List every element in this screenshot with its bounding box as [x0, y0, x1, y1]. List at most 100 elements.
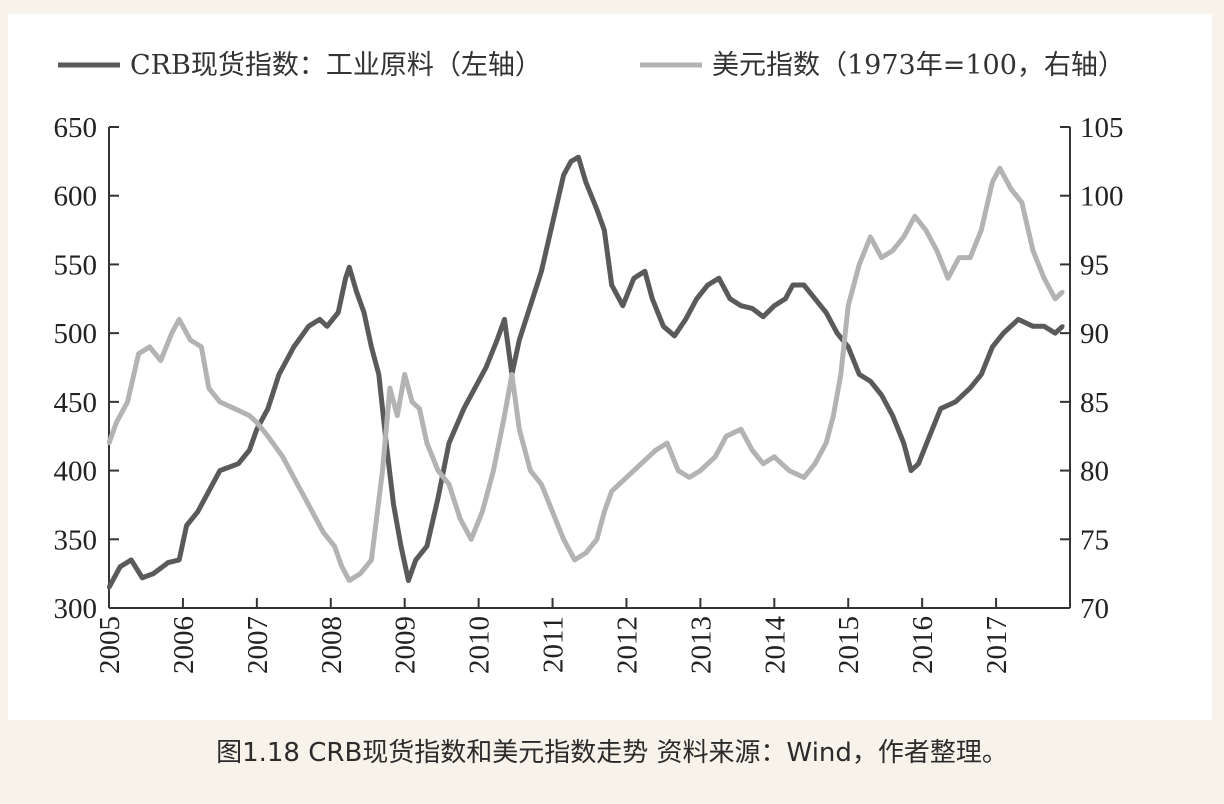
data-point-crb	[990, 344, 995, 349]
data-point-usd	[901, 234, 906, 239]
data-point-usd	[739, 427, 743, 432]
data-point-crb	[1060, 324, 1065, 329]
data-point-usd	[232, 406, 237, 411]
data-point-usd	[698, 468, 703, 473]
data-point-crb	[857, 372, 862, 377]
left-axis-ticks: 650 600 550 500 450 400 350 300	[54, 112, 119, 625]
data-point-crb	[835, 331, 840, 336]
left-tick-label: 400	[54, 456, 98, 488]
right-tick-label: 105	[1080, 112, 1124, 144]
data-point-usd	[624, 475, 629, 480]
data-point-usd	[402, 372, 407, 377]
data-point-crb	[927, 434, 932, 439]
data-point-usd	[1031, 248, 1035, 253]
data-point-crb	[761, 314, 766, 319]
data-point-crb	[461, 406, 466, 411]
data-point-crb	[846, 344, 851, 349]
series-line-usd	[106, 165, 1065, 583]
figure-panel: CRB现货指数：工业原料（左轴） 美元指数（1973年=100，右轴） 650 6…	[8, 14, 1212, 720]
data-point-usd	[787, 468, 792, 473]
right-axis-ticks: 105 100 95 90 85 80 75 70	[1060, 112, 1124, 625]
data-point-usd	[265, 434, 270, 439]
data-point-usd	[879, 255, 884, 260]
data-point-crb	[484, 365, 488, 370]
data-point-crb	[602, 228, 607, 233]
data-point-usd	[857, 262, 862, 267]
data-point-usd	[369, 557, 374, 562]
data-point-usd	[295, 482, 300, 487]
data-point-crb	[502, 317, 507, 322]
data-point-usd	[990, 180, 995, 184]
data-point-crb	[650, 296, 655, 301]
data-point-usd	[868, 234, 873, 239]
data-point-usd	[509, 372, 514, 377]
x-tick-label: 2010	[464, 616, 496, 674]
data-point-crb	[576, 155, 581, 160]
data-point-crb	[561, 173, 566, 178]
right-tick-label: 100	[1080, 181, 1124, 213]
data-point-crb	[399, 544, 403, 549]
left-tick-label: 450	[54, 387, 98, 419]
data-point-usd	[831, 413, 836, 418]
data-point-crb	[824, 310, 829, 315]
data-point-usd	[724, 434, 729, 439]
data-point-usd	[424, 441, 429, 446]
data-point-crb	[901, 441, 906, 446]
data-point-crb	[728, 296, 732, 301]
data-point-crb	[406, 578, 411, 583]
data-point-crb	[325, 324, 330, 329]
x-tick-label: 2016	[907, 616, 939, 674]
data-point-usd	[750, 448, 755, 452]
x-tick-label: 2006	[168, 616, 200, 674]
data-point-crb	[672, 333, 677, 338]
data-point-crb	[436, 496, 440, 501]
data-point-crb	[306, 324, 311, 329]
x-axis-ticks: 2005 2006 2007 2008 2009 2010 2011 2012 2013 2014…	[94, 598, 1013, 674]
data-point-crb	[661, 324, 666, 329]
data-point-crb	[813, 296, 817, 301]
data-point-usd	[687, 475, 692, 480]
data-point-usd	[676, 468, 681, 473]
data-point-usd	[125, 399, 130, 404]
data-point-crb	[247, 448, 252, 452]
data-point-crb	[447, 441, 451, 446]
legend-label-crb: CRB现货指数：工业原料（左轴）	[130, 50, 542, 81]
x-tick-label: 2009	[390, 616, 422, 674]
data-point-crb	[683, 317, 688, 322]
data-point-usd	[136, 351, 141, 356]
data-point-crb	[583, 180, 588, 184]
data-point-crb	[424, 544, 429, 549]
data-point-usd	[1008, 186, 1013, 191]
data-point-crb	[129, 557, 134, 562]
x-tick-label: 2007	[242, 616, 274, 674]
data-point-usd	[539, 482, 544, 487]
data-point-usd	[957, 255, 962, 260]
data-point-usd	[665, 441, 670, 446]
data-point-crb	[195, 509, 200, 514]
data-point-crb	[528, 303, 533, 308]
data-point-usd	[923, 228, 928, 233]
data-point-usd	[339, 564, 344, 569]
x-tick-label: 2008	[316, 616, 348, 674]
data-point-usd	[502, 413, 507, 418]
data-point-usd	[169, 331, 174, 336]
left-tick-label: 500	[54, 318, 98, 350]
data-point-crb	[705, 283, 710, 287]
data-point-usd	[602, 509, 607, 514]
data-point-crb	[739, 303, 743, 308]
data-point-usd	[321, 530, 326, 535]
data-point-crb	[1053, 331, 1058, 336]
data-point-usd	[583, 551, 588, 555]
data-point-crb	[801, 283, 806, 287]
data-point-usd	[395, 413, 400, 418]
data-point-crb	[391, 502, 396, 507]
x-tick-label: 2014	[759, 616, 791, 675]
data-point-usd	[912, 214, 917, 219]
data-point-usd	[358, 571, 363, 576]
left-tick-label: 550	[54, 249, 98, 281]
data-point-usd	[332, 544, 337, 549]
x-tick-label: 2011	[538, 616, 570, 673]
data-point-crb	[750, 306, 755, 311]
figure-caption: 图1.18 CRB现货指数和美元指数走势 资料来源：Wind，作者整理。	[216, 738, 1008, 768]
data-point-crb	[783, 296, 788, 301]
